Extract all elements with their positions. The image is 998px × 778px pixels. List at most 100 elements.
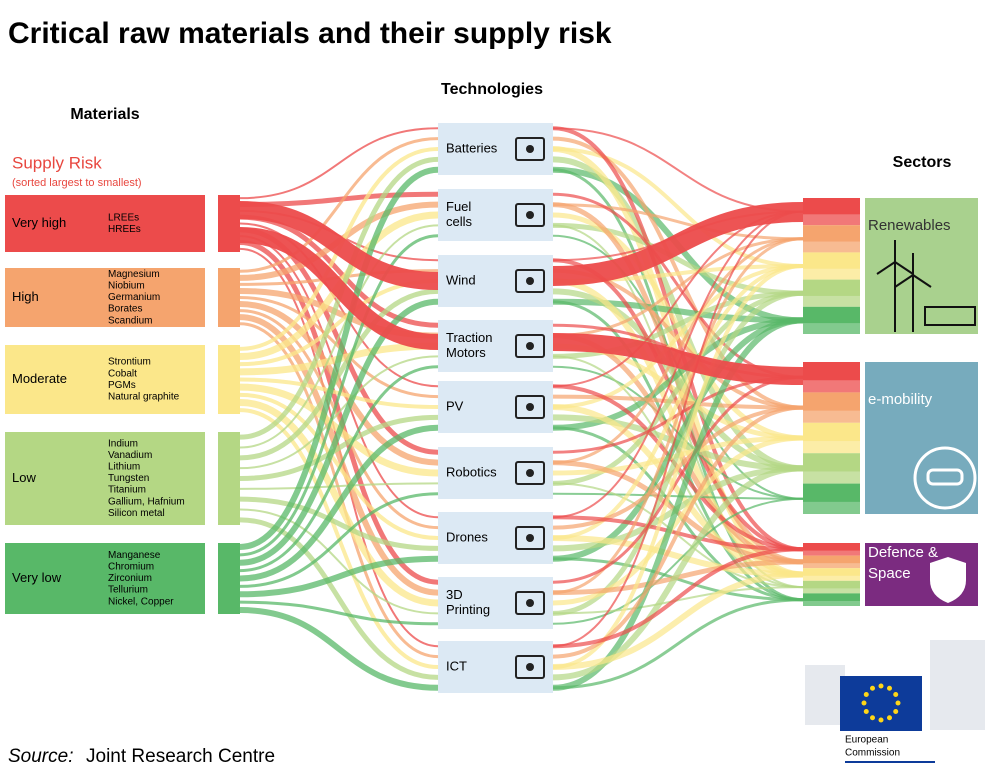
sector-risk-band [803,453,860,484]
flow [239,166,439,550]
material: Nickel, Copper [108,596,174,607]
material: Niobium [108,281,145,292]
eu-star [863,692,869,697]
sector-risk-band [803,422,860,454]
source-label: Source: [8,746,73,767]
material: PGMs [108,380,136,391]
sector-label: Space [868,565,911,582]
sector-risk-tint [803,410,860,423]
flow [239,414,439,481]
sector-label: e-mobility [868,391,933,408]
material: Chromium [108,562,154,573]
icon-shape [526,663,534,671]
turbine-blade [894,261,914,275]
risk-strip [218,345,240,414]
technology-icon [515,334,545,358]
icon-shape [526,403,534,411]
icon-shape [515,269,545,293]
icon-shape [515,395,545,419]
flow [552,237,804,595]
technology-label: Fuel [446,199,471,214]
risk-box [5,432,205,525]
sector-risk-band [803,483,860,514]
technology-icon [515,461,545,485]
eu-star [878,683,884,689]
material: Tellurium [108,585,148,596]
sector-risk-tint [803,563,860,569]
technology-label: Batteries [446,140,498,155]
renewables-icon [876,240,976,332]
flow [552,147,804,268]
flow [552,290,804,359]
icon-shape [515,137,545,161]
flow [239,508,439,615]
eu-star [887,715,892,721]
icon-shape [515,334,545,358]
technologies-heading: Technologies [441,81,543,98]
sector-risk-tint [803,550,860,556]
sector-risk-tint [803,575,860,581]
defence-icon [930,557,966,603]
technology-label: cells [446,214,473,229]
material: Zirconium [108,573,152,584]
material: Gallium, Hafnium [108,496,185,507]
risk-level: Low [12,470,36,485]
boxes: Very high LREEsHREEsHighMagnesiumNiobiumG… [5,123,978,693]
eu-star [870,685,875,691]
flow [552,598,804,690]
solar-panel [924,306,976,326]
flow [239,298,439,566]
risk-strip [218,268,240,327]
sector-label: Defence & [868,544,938,561]
eu-star [895,700,901,706]
flow [552,405,804,659]
eu-star [887,685,892,691]
eu-star [861,700,867,706]
icon-shape [515,203,545,227]
logo-text: European [845,735,888,746]
flow [239,301,439,466]
sector-risk-band [803,252,860,280]
icon-shape [515,526,545,550]
sector-risk-tint [803,295,860,307]
material: Borates [108,304,142,315]
flows [239,126,804,691]
supply-risk-label: Supply Risk [12,153,102,172]
sector-risk-tint [803,241,860,253]
material: LREEs [108,212,139,223]
sector-risk-band [803,225,860,253]
risk-level: Moderate [12,371,67,386]
technology-icon [515,526,545,550]
material: Silicon metal [108,508,165,519]
technology-label: Traction [446,330,492,345]
materials-heading: Materials [70,106,139,123]
eu-star [878,717,884,723]
flow [239,600,439,626]
supply-risk-note: (sorted largest to smallest) [12,177,142,189]
turbine-blade [894,274,914,288]
flow [552,465,804,681]
material: Lithium [108,462,140,473]
sector-risk-band [803,306,860,334]
technology-label: Wind [446,272,476,287]
flow [552,375,804,584]
icon-shape [515,461,545,485]
logo-building [805,665,845,725]
eu-star [893,692,899,697]
eu-star [863,709,869,714]
flow [552,237,804,338]
flow [552,290,804,486]
turbine-blade [912,274,932,288]
material: Manganese [108,550,161,561]
flow [239,322,439,659]
flow [552,497,804,625]
title: Critical raw materials and their supply … [8,17,612,50]
sector-risk-band [803,555,860,569]
flow [239,309,439,530]
icon-circle [913,446,977,510]
car-shape [926,468,964,486]
sector-risk-tint [803,268,860,280]
eu-stars [861,683,901,723]
material: Indium [108,438,138,449]
